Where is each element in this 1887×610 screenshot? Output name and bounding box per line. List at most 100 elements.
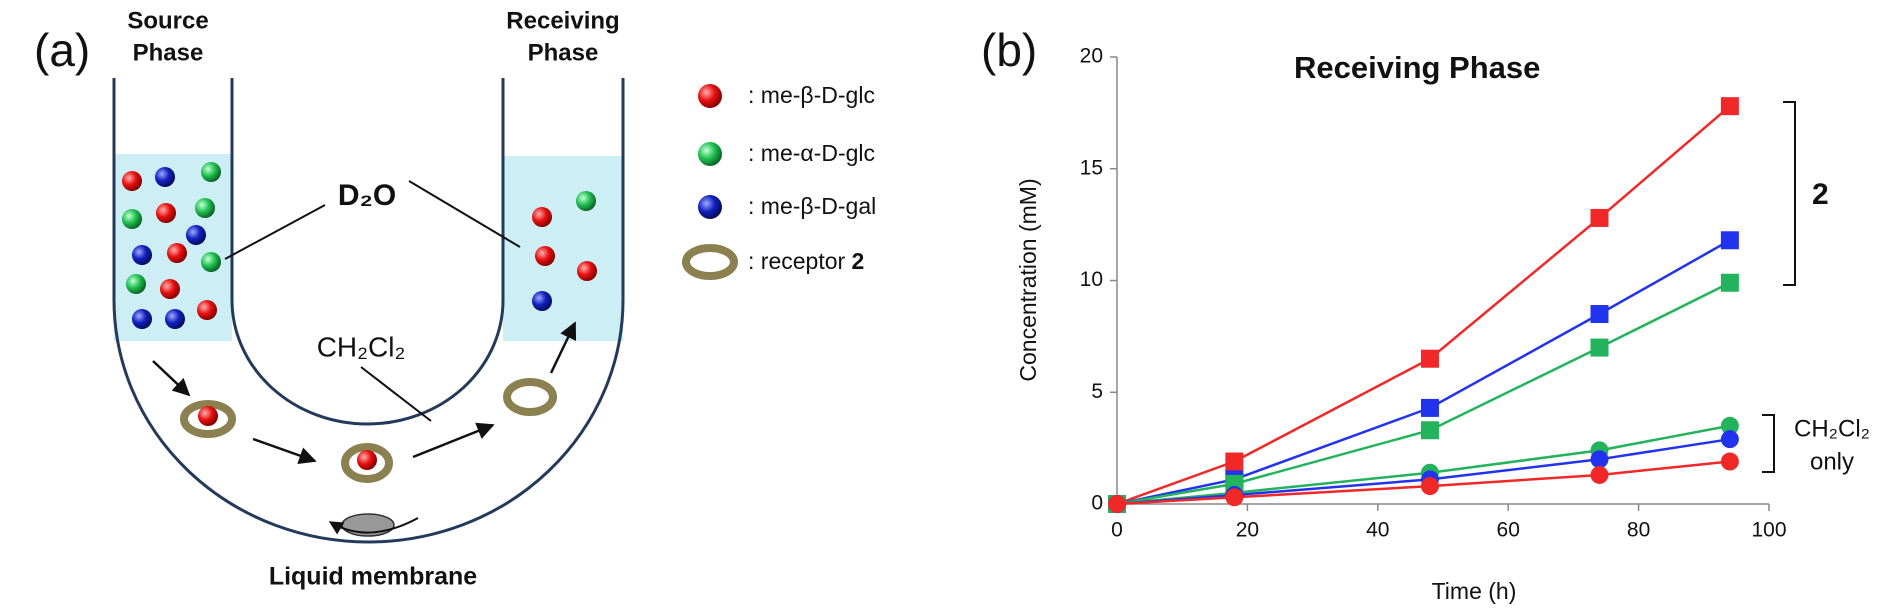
sphere [357,450,377,470]
circle-marker [1590,465,1609,484]
phase-label: Phase [528,39,599,66]
sphere [132,245,152,265]
receptors [180,378,557,483]
x-tick-label: 40 [1366,519,1389,542]
sphere [201,252,221,272]
y-tick-label: 0 [1091,492,1103,515]
pointer-line [360,366,432,422]
y-tick-label: 20 [1080,45,1103,68]
circle-marker [1720,452,1739,471]
square-marker [1225,452,1244,471]
group-label: 2 [1812,178,1829,211]
receptor-ring [503,378,557,416]
y-tick-label: 15 [1080,156,1103,179]
panel-label: (a) [34,24,90,76]
y-axis-label: Concentration (mM) [1015,178,1041,381]
arrow [152,360,191,397]
sphere [165,309,185,329]
circle-marker [1108,495,1126,513]
x-tick-label: 100 [1751,519,1786,542]
square-marker [1420,421,1439,440]
square-marker [1420,349,1439,368]
sphere [201,162,221,182]
legend-label: : receptor [748,248,845,274]
sphere [126,274,146,294]
y-tick-label: 5 [1091,380,1103,403]
circle-marker [1420,477,1439,496]
tube-inner [230,78,505,426]
receiving-water [503,156,623,341]
legend-label: : me-β-D-glc [748,82,875,108]
water-label: D₂O [338,179,396,212]
membrane-label: Liquid membrane [269,563,477,591]
phase-label: Receiving [506,7,619,34]
legend-label: : receptor 2 [748,248,864,274]
organic-label: CH₂Cl₂ [317,331,406,362]
stir-arrow [328,517,419,535]
square-marker [1420,398,1439,417]
group-label: CH₂Cl₂ [1794,415,1870,442]
sphere [532,291,552,311]
sphere [532,207,552,227]
sphere [156,203,176,223]
sphere [186,225,206,245]
sphere [576,191,596,211]
sphere [195,198,215,218]
sphere [122,209,142,229]
chart: Receiving Phase Time (h) Concentration (… [1015,45,1870,605]
sphere [197,300,217,320]
u-tube [112,78,625,544]
phase-label: Source [127,7,208,34]
circle-marker [1590,450,1609,469]
sphere [535,246,555,266]
sphere [155,167,175,187]
sphere [132,309,152,329]
chart-title: Receiving Phase [1294,50,1540,85]
sphere [160,279,180,299]
sphere [198,406,218,426]
group-bracket [1762,414,1775,473]
arrow [549,321,577,374]
legend-label: : me-β-D-gal [748,193,876,219]
x-tick-label: 0 [1111,519,1123,542]
y-tick-label: 10 [1080,268,1103,291]
square-marker [1720,97,1739,116]
square-marker [1720,273,1739,292]
square-marker [1720,231,1739,250]
legend-sphere [698,142,722,166]
group-label: only [1810,448,1854,475]
legend: : me-β-D-glc : me-α-D-glc : me-β-D-gal :… [682,82,876,280]
x-tick-label: 60 [1497,519,1520,542]
group-bracket [1783,101,1796,286]
pointer-line [408,180,521,248]
receptor-ring [180,400,236,438]
tube-outer [112,78,625,544]
pointer-line [224,204,326,260]
legend-sphere [698,84,722,108]
sphere [167,243,187,263]
arrow [252,437,317,464]
x-axis-label: Time (h) [1432,578,1517,604]
square-marker [1590,338,1609,357]
sphere [122,171,142,191]
legend-sphere [698,195,722,219]
x-tick-label: 20 [1236,519,1259,542]
phase-label: Phase [133,39,204,66]
circle-marker [1225,488,1244,507]
square-marker [1590,305,1609,324]
x-tick-label: 80 [1627,519,1650,542]
panel-label: (b) [981,24,1037,76]
spheres [122,162,597,329]
receptor-number: 2 [852,248,865,274]
circle-marker [1720,416,1739,435]
arrows [152,321,577,464]
legend-ring [682,244,738,280]
legend-label: : me-α-D-glc [748,140,875,166]
arrow [412,422,495,459]
circle-marker [1720,430,1739,449]
receptor-ring [341,443,393,483]
square-marker [1590,208,1609,227]
series-line [1116,239,1731,506]
